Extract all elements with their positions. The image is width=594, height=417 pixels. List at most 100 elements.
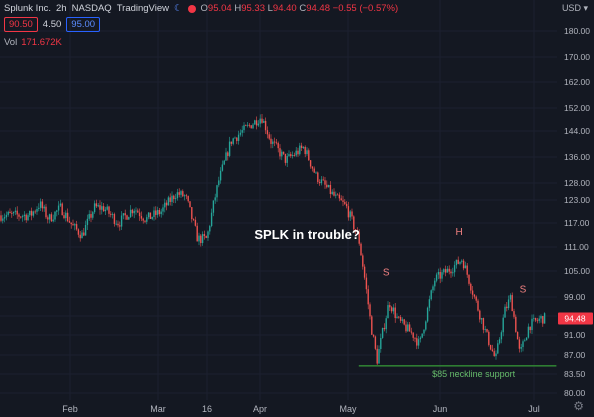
y-tick-label: 123.00 xyxy=(564,195,590,205)
candle xyxy=(482,318,485,330)
chart-annotation-title[interactable]: SPLK in trouble? xyxy=(254,227,360,242)
candle xyxy=(263,120,265,123)
sell-button[interactable]: 90.50 xyxy=(4,17,38,32)
candle xyxy=(425,321,427,330)
buy-button[interactable]: 95.00 xyxy=(66,17,101,32)
candle xyxy=(146,217,148,222)
candle xyxy=(306,150,308,155)
candle xyxy=(295,150,297,156)
candle xyxy=(25,214,27,221)
currency-dropdown[interactable]: USD ▾ xyxy=(562,3,588,14)
candle xyxy=(419,337,422,340)
candle xyxy=(9,211,11,214)
candle xyxy=(423,329,425,334)
symbol-name[interactable]: Splunk Inc. xyxy=(4,3,51,14)
candle xyxy=(16,210,18,215)
candle xyxy=(282,151,285,154)
y-tick-label: 144.00 xyxy=(564,126,590,136)
candle xyxy=(417,339,420,346)
candle xyxy=(320,179,323,184)
candle xyxy=(439,272,441,279)
candle xyxy=(63,215,65,219)
candle xyxy=(297,150,299,155)
pattern-label-h-2[interactable]: H xyxy=(456,227,463,238)
candle xyxy=(502,317,504,333)
exchange-label: NASDAQ xyxy=(71,3,112,14)
support-line-label: $85 neckline support xyxy=(432,369,516,379)
x-tick-label: Jun xyxy=(433,404,448,414)
candle xyxy=(394,307,396,318)
candle xyxy=(59,203,62,206)
candle xyxy=(462,260,465,269)
candle xyxy=(353,216,355,230)
gear-icon[interactable]: ⚙ xyxy=(573,399,584,413)
current-price-label: 94.48 xyxy=(564,313,586,323)
candle xyxy=(466,265,468,275)
candle xyxy=(380,337,382,350)
candle xyxy=(340,198,342,201)
candle xyxy=(115,223,117,225)
candle xyxy=(221,164,224,171)
candle xyxy=(207,231,209,238)
candle xyxy=(41,201,44,209)
candle xyxy=(333,191,335,196)
candle xyxy=(34,211,36,213)
candle xyxy=(444,269,447,273)
candle xyxy=(356,231,359,233)
candle xyxy=(500,332,503,340)
candle xyxy=(480,318,483,320)
candle xyxy=(21,216,24,218)
ohlc-readout: O95.04 H95.33 L94.40 C94.48 −0.55 (−0.57… xyxy=(201,3,399,14)
candle xyxy=(38,207,40,209)
candle xyxy=(540,316,542,319)
candle xyxy=(155,210,157,215)
candle xyxy=(20,216,22,218)
candle xyxy=(345,203,348,207)
y-tick-label: 162.00 xyxy=(564,77,590,87)
theme-toggle-icon[interactable]: ☾ xyxy=(173,3,183,14)
candle xyxy=(504,306,506,318)
candle xyxy=(257,123,260,126)
currency-label: USD xyxy=(561,3,581,13)
candle xyxy=(450,271,452,274)
candle xyxy=(475,296,477,301)
candle xyxy=(358,232,360,244)
y-tick-label: 136.00 xyxy=(564,152,590,162)
candle xyxy=(408,324,411,332)
candle xyxy=(185,195,188,197)
candle xyxy=(518,339,521,349)
pattern-label-s-3[interactable]: S xyxy=(520,285,527,296)
candle xyxy=(513,311,515,317)
pattern-label-s-1[interactable]: S xyxy=(383,267,390,278)
candle xyxy=(488,331,490,345)
x-tick-label: May xyxy=(339,404,357,414)
candle xyxy=(137,210,139,213)
candle xyxy=(252,124,254,129)
candle xyxy=(347,206,350,218)
spread-value: 4.50 xyxy=(42,19,62,30)
candle xyxy=(43,206,45,209)
candle xyxy=(255,120,258,126)
candle xyxy=(126,215,128,220)
candle xyxy=(284,153,287,163)
candle xyxy=(326,184,328,188)
interval-label[interactable]: 2h xyxy=(56,3,67,14)
candle xyxy=(331,191,333,195)
candle xyxy=(122,213,125,216)
candle xyxy=(30,210,33,216)
candle xyxy=(543,313,546,324)
candle xyxy=(18,214,20,217)
candle xyxy=(108,206,110,214)
candle xyxy=(493,351,495,357)
candle xyxy=(196,225,198,242)
x-tick-label: 16 xyxy=(202,404,212,414)
candle xyxy=(90,214,92,218)
candle xyxy=(32,211,35,216)
candle xyxy=(272,141,274,144)
candle xyxy=(407,324,409,332)
candle xyxy=(441,272,443,279)
candle xyxy=(81,232,83,239)
candle xyxy=(158,210,161,215)
candle xyxy=(248,124,251,126)
